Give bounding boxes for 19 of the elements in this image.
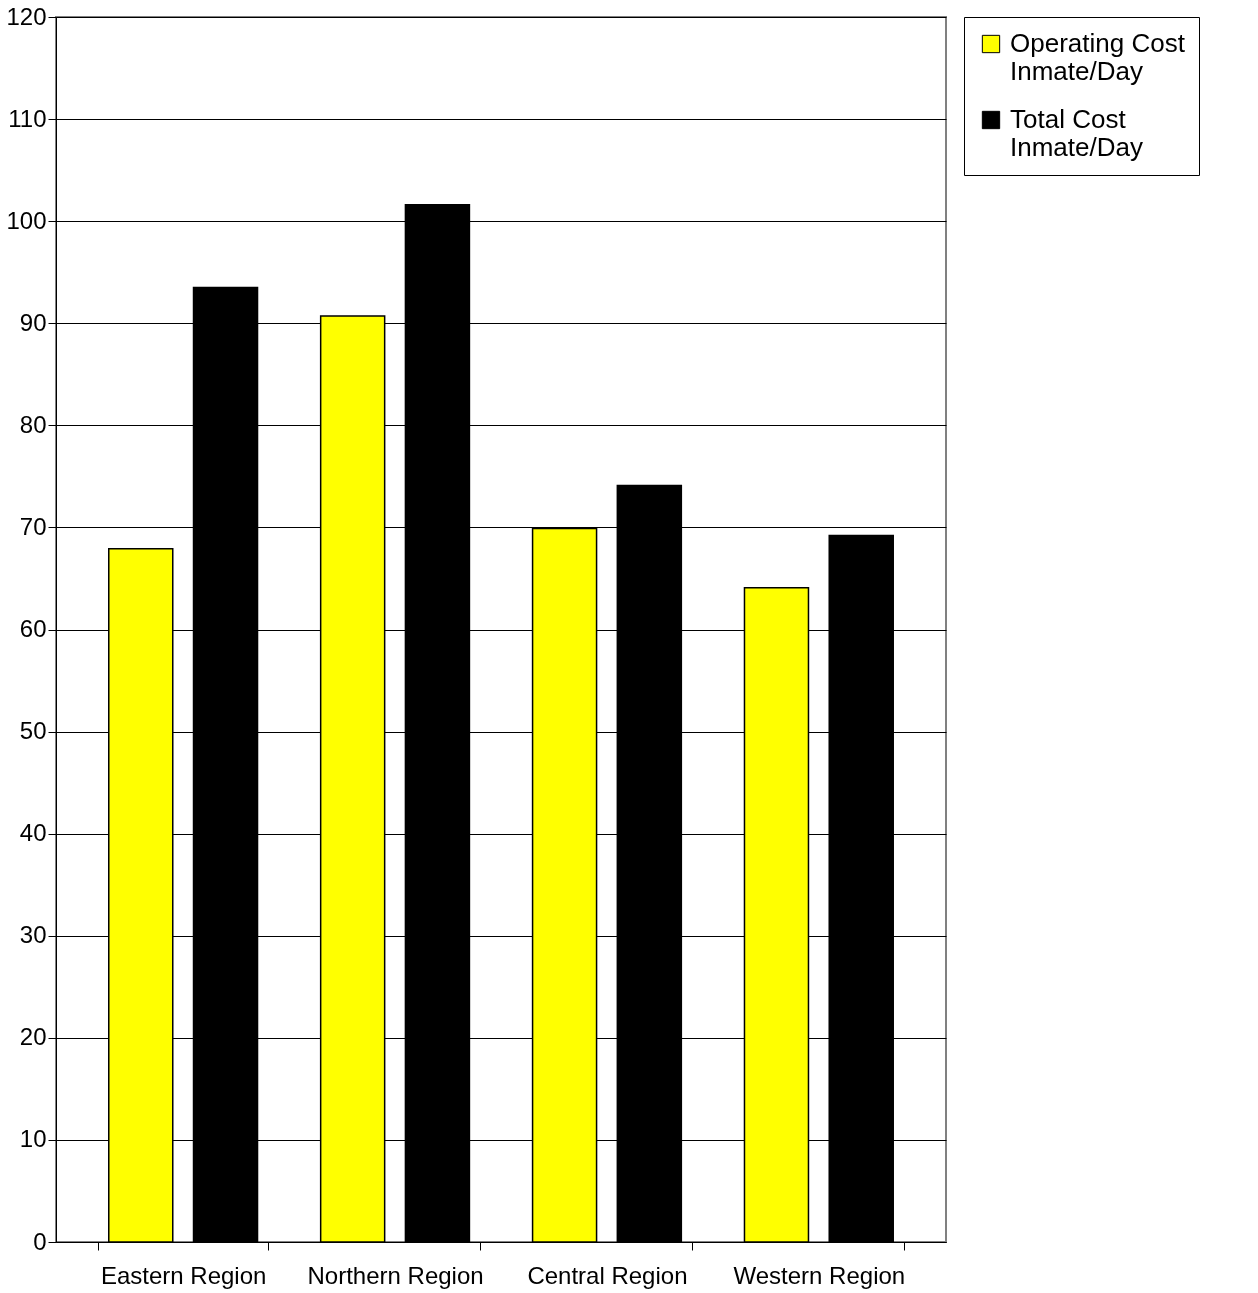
- legend-label: Operating Cost Inmate/Day: [1010, 28, 1186, 86]
- y-tick-label: 40: [19, 819, 47, 847]
- x-tick-label: Eastern Region: [100, 1261, 267, 1289]
- y-tick-label: 60: [19, 615, 47, 642]
- y-tick-label: 10: [19, 1125, 47, 1153]
- y-tick-label: 30: [19, 921, 47, 949]
- y-tick-label: 110: [8, 104, 47, 132]
- y-tick-label: 90: [19, 308, 47, 336]
- y-tick-label: 20: [19, 1023, 47, 1051]
- x-tick-label: Western Region: [733, 1261, 906, 1289]
- x-tick-label: Central Region: [527, 1261, 688, 1289]
- y-tick-label: 80: [19, 410, 47, 438]
- y-tick-label: 100: [6, 206, 47, 234]
- legend-label: Total Cost Inmate/Day: [1010, 104, 1143, 162]
- y-tick-label: 0: [33, 1227, 47, 1255]
- x-tick-label: Northern Region: [307, 1261, 484, 1289]
- y-tick-label: 120: [6, 2, 47, 30]
- y-tick-label: 50: [19, 717, 47, 745]
- y-tick-label: 70: [19, 512, 47, 540]
